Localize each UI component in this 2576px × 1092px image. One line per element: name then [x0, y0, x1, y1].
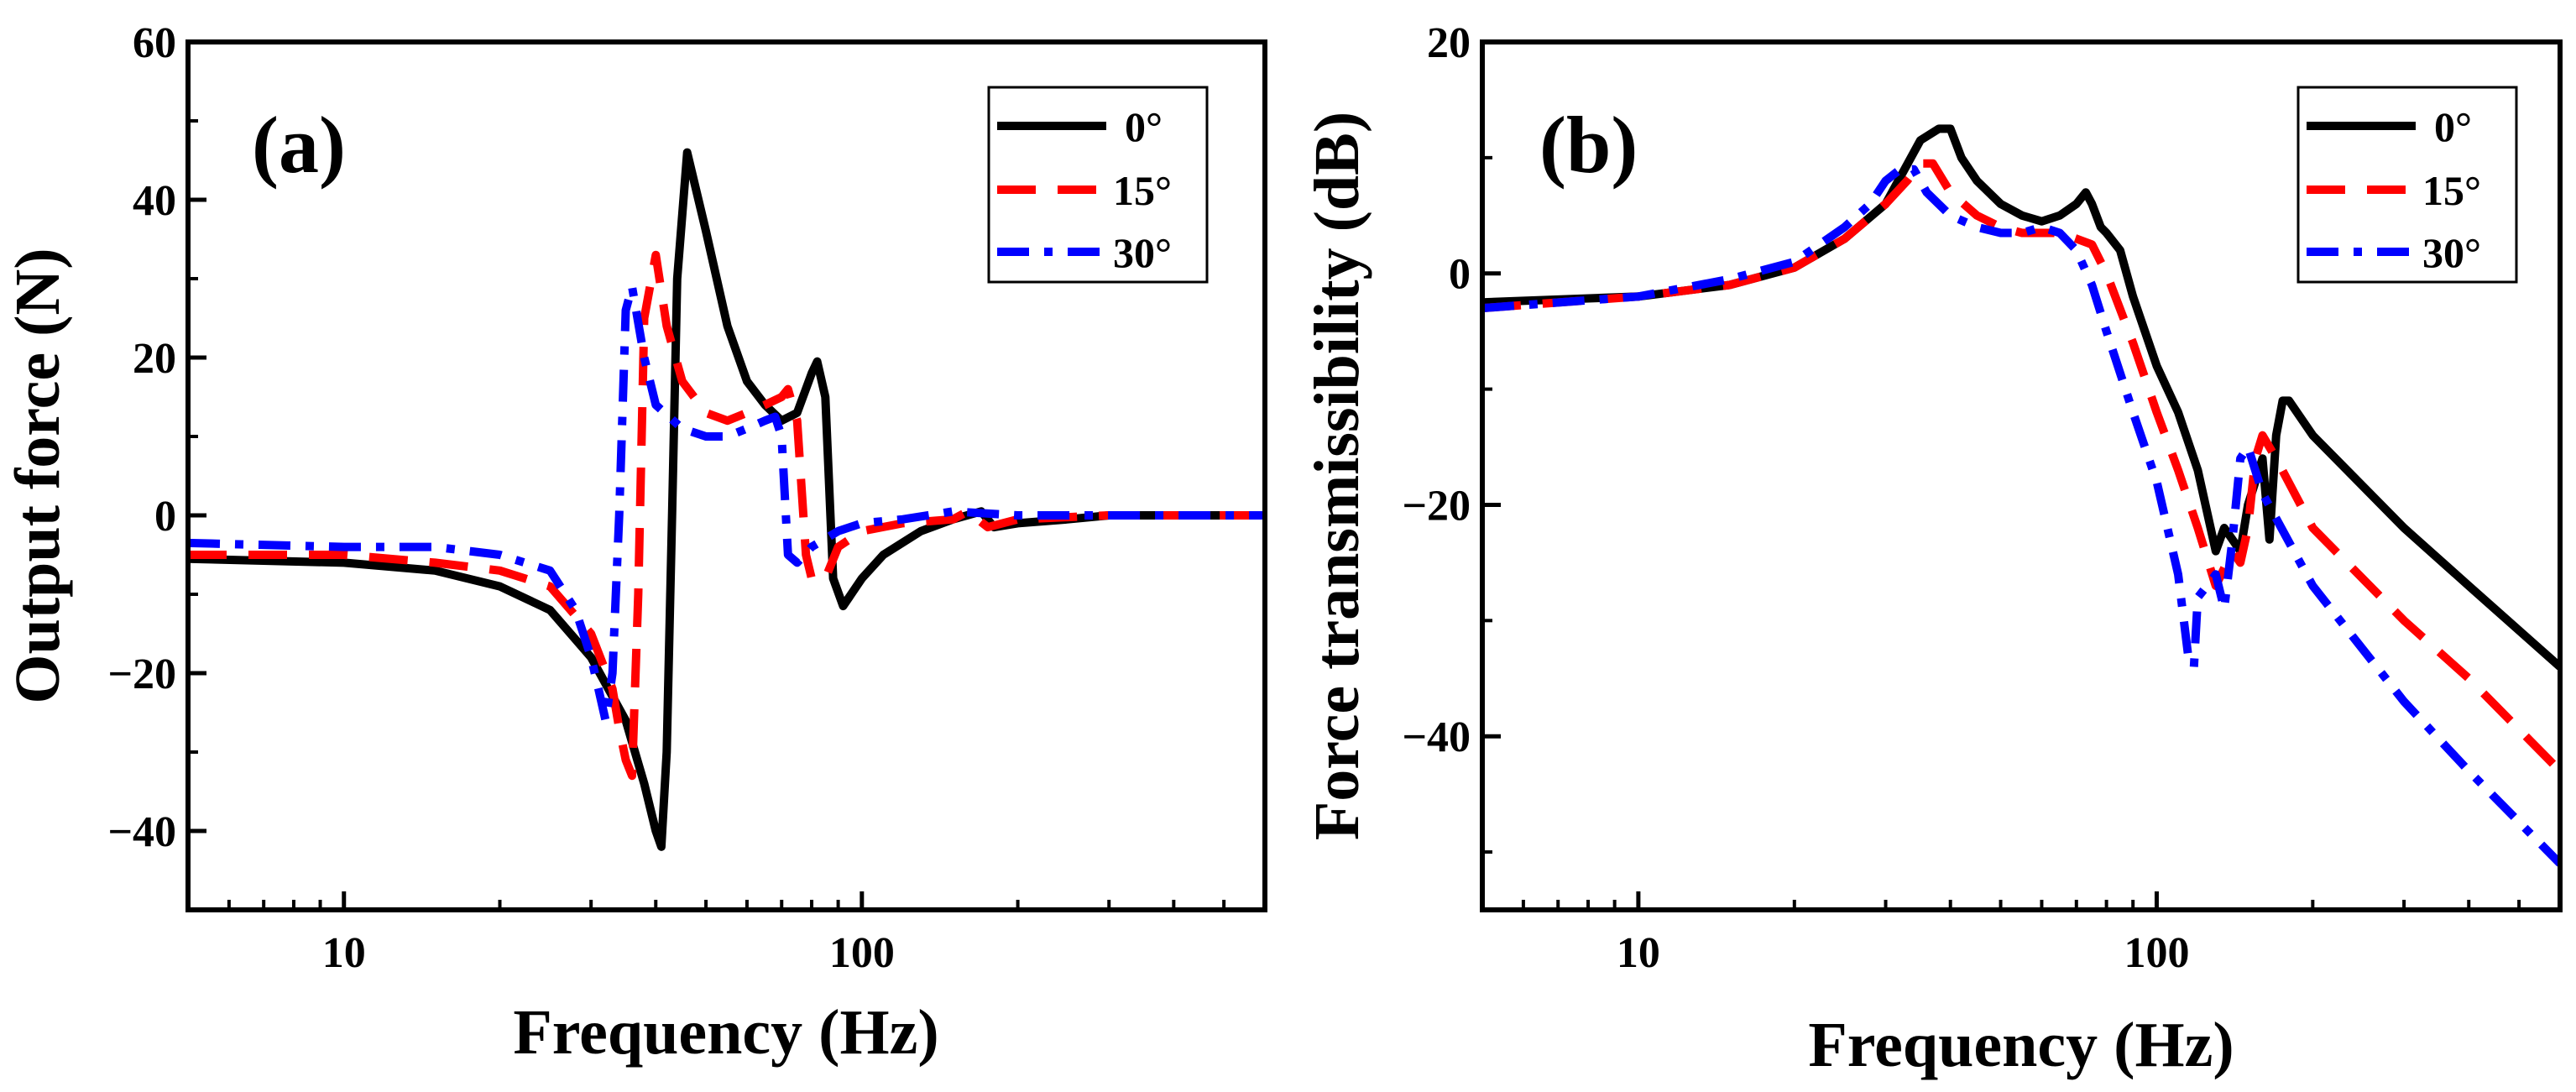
panel-a-plot-frame — [185, 39, 1267, 912]
panel-b-series-line-0 — [1482, 124, 2560, 671]
panel-b-legend-label-30: 30° — [2422, 229, 2481, 276]
panel-a-y-tick-label: −20 — [107, 650, 176, 698]
panel-a-legend-label-15: 15° — [1113, 167, 1172, 214]
panel-a-x-axis-title: Frequency (Hz) — [513, 997, 938, 1068]
panel-b-y-tick-label: 20 — [1427, 19, 1471, 67]
panel-a-legend-label-0: 0° — [1125, 103, 1163, 150]
panel-b-legend-label-15: 15° — [2422, 167, 2481, 214]
panel-a-y-tick-label: 20 — [133, 335, 176, 383]
panel-b-y-tick-label: −40 — [1402, 713, 1471, 761]
panel-a-label: (a) — [252, 100, 346, 190]
panel-a-series-line-2 — [188, 282, 1265, 725]
panel-a-y-tick-label: 60 — [133, 19, 176, 67]
panel-a-ticks: 10 100 −40 −20 0 20 40 60 — [107, 19, 1226, 977]
panel-b-y-tick-label: 0 — [1449, 251, 1471, 299]
panel-a-x-tick-label: 100 — [829, 929, 895, 977]
panel-b-label: (b) — [1539, 100, 1638, 190]
panel-a-legend-label-30: 30° — [1113, 229, 1172, 276]
panel-a-series-lines — [188, 148, 1265, 851]
panel-b-x-tick-label: 10 — [1617, 929, 1660, 977]
panel-a-y-tick-label: −40 — [107, 808, 176, 856]
panel-a: 10 100 −40 −20 0 20 40 60 (a) Frequency (Hz) Ou… — [3, 19, 1267, 1068]
panel-b-series-lines — [1482, 124, 2560, 867]
panel-b-y-tick-label: −20 — [1402, 482, 1471, 530]
panel-b: 10 100 −40 −20 0 20 (b) Frequency (Hz) Force … — [1302, 19, 2563, 1080]
panel-b-legend-label-0: 0° — [2434, 103, 2472, 150]
panel-b-series-line-1 — [1482, 159, 2560, 775]
panel-b-x-tick-label: 100 — [2124, 929, 2189, 977]
panel-a-y-tick-label: 0 — [154, 493, 176, 541]
panel-a-legend: 0° 15° 30° — [987, 86, 1209, 284]
panel-b-plot-frame — [1480, 39, 2563, 912]
panel-a-x-tick-label: 10 — [322, 929, 366, 977]
panel-a-series-line-1 — [188, 250, 1265, 781]
panel-b-y-axis-title: Force transmissibility (dB) — [1302, 112, 1372, 840]
panel-a-y-axis-title: Output force (N) — [3, 248, 73, 703]
panel-b-series-line-2 — [1482, 165, 2560, 867]
panel-b-legend: 0° 15° 30° — [2296, 86, 2518, 284]
panel-b-x-axis-title: Frequency (Hz) — [1808, 1010, 2234, 1080]
panel-a-y-tick-label: 40 — [133, 177, 176, 225]
panel-b-ticks: 10 100 −40 −20 0 20 — [1402, 19, 2521, 977]
